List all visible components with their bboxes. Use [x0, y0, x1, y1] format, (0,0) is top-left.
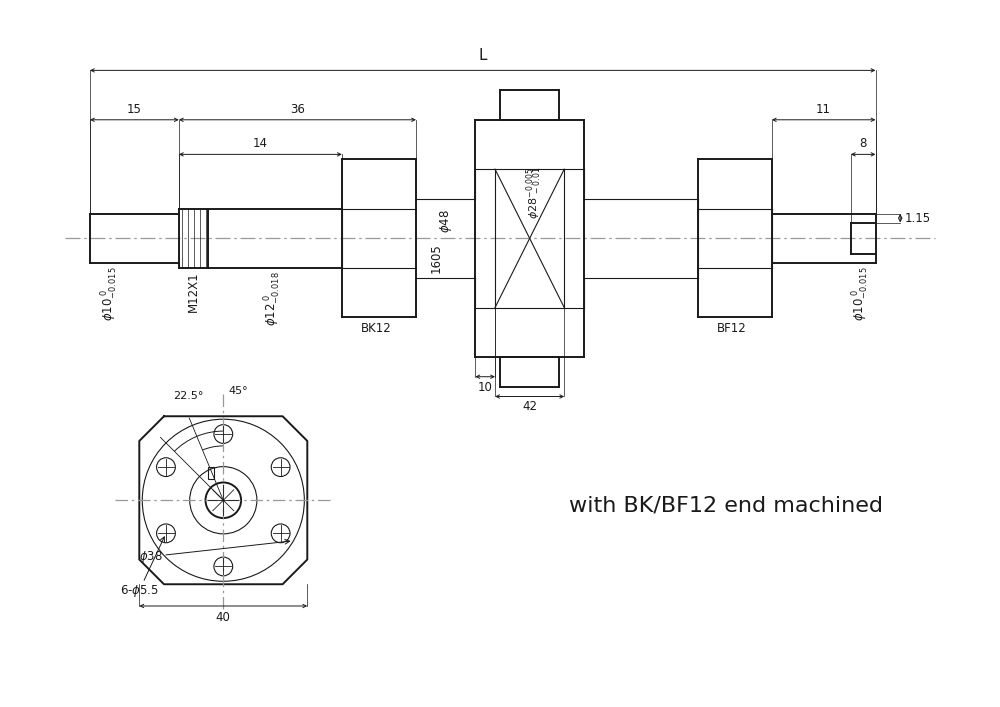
Text: 1605: 1605: [429, 243, 442, 273]
Text: $\phi$48: $\phi$48: [438, 209, 454, 233]
Text: $\phi$38: $\phi$38: [139, 539, 290, 565]
Text: $\phi$28$^{-0.005}_{\ -0.01}$: $\phi$28$^{-0.005}_{\ -0.01}$: [525, 166, 544, 218]
Text: 10: 10: [478, 380, 493, 394]
Text: BF12: BF12: [717, 322, 747, 335]
Text: $\phi$10$^{\ 0}_{-0.015}$: $\phi$10$^{\ 0}_{-0.015}$: [100, 266, 120, 320]
Text: 15: 15: [127, 103, 142, 116]
Text: 36: 36: [290, 103, 305, 116]
Text: with BK/BF12 end machined: with BK/BF12 end machined: [569, 495, 883, 515]
Text: 40: 40: [216, 611, 231, 624]
Text: L: L: [478, 49, 487, 64]
Text: 1.15: 1.15: [905, 211, 931, 225]
Text: $\phi$12$^{\ 0}_{-0.018}$: $\phi$12$^{\ 0}_{-0.018}$: [263, 271, 283, 326]
Bar: [208, 467, 214, 479]
Text: M12X1: M12X1: [187, 271, 200, 312]
Text: 45°: 45°: [228, 387, 248, 397]
Text: 22.5°: 22.5°: [174, 392, 204, 402]
Text: 11: 11: [816, 103, 831, 116]
Text: 14: 14: [253, 137, 268, 151]
Text: 42: 42: [522, 400, 537, 414]
Text: BK12: BK12: [361, 322, 392, 335]
Text: $\phi$10$^{\ 0}_{-0.015}$: $\phi$10$^{\ 0}_{-0.015}$: [851, 266, 871, 320]
Text: 6-$\phi$5.5: 6-$\phi$5.5: [120, 537, 164, 599]
Text: 8: 8: [859, 137, 867, 151]
